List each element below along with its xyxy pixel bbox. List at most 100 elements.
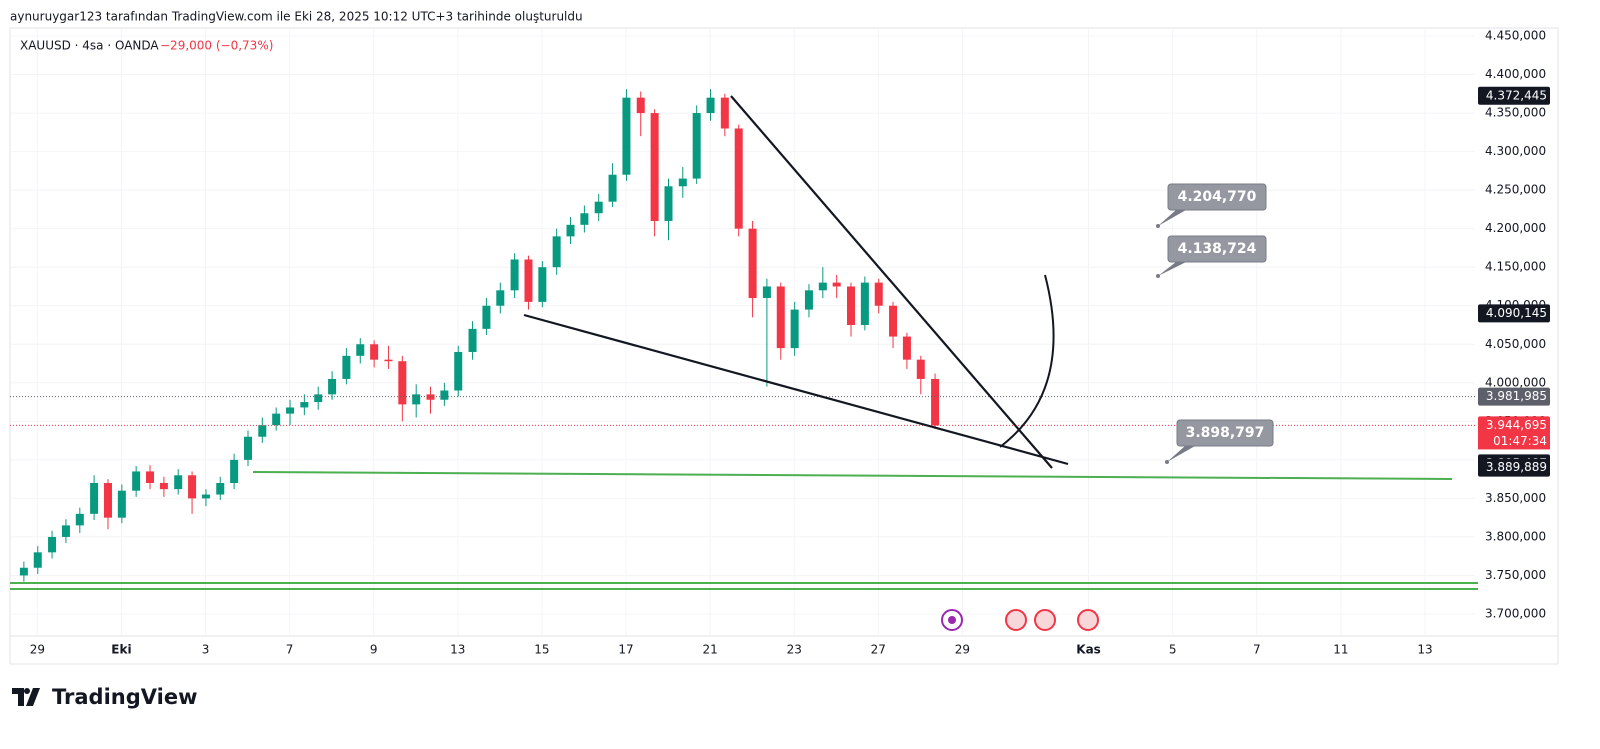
x-tick-label: Eki [111,643,131,657]
candle-body [846,286,855,325]
x-tick-label: 29 [30,643,45,657]
candle-body [678,178,687,187]
candle-body [103,482,112,518]
callout-label: 3.898,797 [1186,425,1265,441]
candle-body [832,282,841,287]
candle-body [188,475,197,499]
candle-body [90,482,99,514]
candle-body [174,475,183,490]
x-tick-label: 5 [1169,643,1177,657]
candle-body [468,328,477,352]
trend-line [730,95,1053,469]
y-tick-label: 3.700,000 [1485,606,1546,620]
candle-body [328,378,337,395]
candle-body [748,228,757,299]
candle-body [286,407,295,414]
candle-body [776,286,785,349]
x-tick-label: 27 [871,643,886,657]
logo-text: TradingView [52,685,197,709]
candle-body [804,290,813,310]
price-label-box [1478,416,1550,435]
candle-body [370,344,379,360]
candle-body [580,213,589,225]
y-tick-label: 4.350,000 [1485,106,1546,120]
logo [12,688,40,706]
candle-body [566,224,575,237]
price-label: 3.889,889 [1486,460,1547,474]
candle-body [608,174,617,202]
x-tick-label: 7 [1253,643,1261,657]
candle-body [916,359,925,379]
candle-body [61,525,70,537]
candle-body [762,286,771,299]
price-label: 3.944,695 [1486,418,1547,432]
callout: 3.898,797 [1165,419,1274,464]
candle-body [650,113,659,221]
y-tick-label: 4.450,000 [1485,28,1546,42]
y-tick-label: 3.850,000 [1485,491,1546,505]
candle-body [258,425,267,437]
y-tick-label: 4.050,000 [1485,337,1546,351]
y-tick-label: 3.800,000 [1485,529,1546,543]
x-tick-label: 23 [787,643,802,657]
candle-body [19,567,28,576]
candle-body [664,186,673,221]
candles [10,89,1475,582]
y-tick-label: 4.200,000 [1485,221,1546,235]
candle-body [790,309,799,349]
candle-body [300,402,309,408]
trend-line [523,313,1069,466]
x-tick-label: 21 [702,643,717,657]
attribution: aynuruygar123 tarafından TradingView.com… [10,10,583,24]
event-icons [941,609,1099,631]
candle-body [146,471,155,483]
candle-body [622,97,631,175]
candle-body [720,97,729,129]
candle-body [272,413,281,426]
x-tick-label: Kas [1076,643,1101,657]
candle-body [201,494,210,499]
x-tick-label: 13 [450,643,465,657]
candle-body [159,482,168,490]
y-tick-label: 4.300,000 [1485,144,1546,158]
price-label: 4.372,445 [1486,88,1547,102]
price-label: 4.090,145 [1486,306,1547,320]
candle-body [496,290,505,306]
candle-body [552,236,561,268]
candle-body [524,259,533,302]
callout: 4.204,770 [1156,183,1267,228]
x-tick-label: 13 [1417,643,1432,657]
callout-label: 4.204,770 [1178,189,1257,205]
candle-body [818,282,827,291]
candle-body [132,471,141,491]
candle-body [482,305,491,329]
support-line [252,471,1453,480]
y-tick-label: 4.400,000 [1485,67,1546,81]
candle-body [314,394,323,403]
y-tick-label: 3.750,000 [1485,568,1546,582]
candle-body [216,482,225,495]
candle-body [75,513,84,526]
candle-body [931,378,940,426]
arc [999,274,1055,448]
candle-body [243,436,252,460]
candle-body [342,355,351,379]
price-label-box [1478,458,1550,477]
price-label-box [1478,86,1550,105]
x-tick-label: 9 [370,643,378,657]
x-tick-label: 29 [955,643,970,657]
y-tick-label: 4.150,000 [1485,260,1546,274]
countdown: 01:47:34 [1493,434,1547,448]
candle-body [117,490,126,518]
callout: 4.138,724 [1156,235,1267,278]
candle-body [889,305,898,337]
change: −29,000 (−0,73%) [160,39,273,53]
candle-body [356,344,365,356]
price-label-box [1478,387,1550,406]
y-tick-label: 4.000,000 [1485,375,1546,389]
candle-body [48,536,57,553]
x-tick-label: 15 [534,643,549,657]
candle-body [902,336,911,360]
